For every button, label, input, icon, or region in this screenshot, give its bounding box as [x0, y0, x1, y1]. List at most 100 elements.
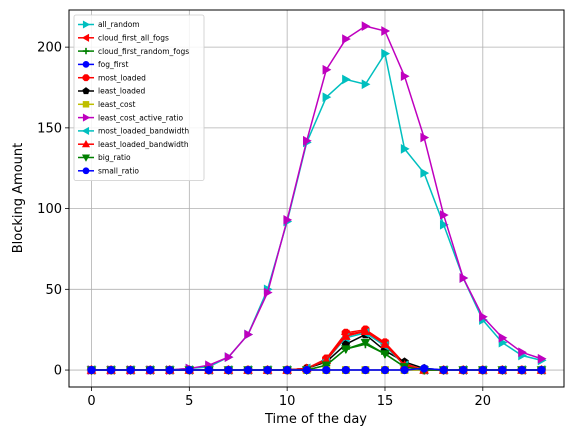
legend-entry-fog-first: fog_first [78, 60, 128, 69]
data-point-small-ratio [478, 365, 487, 375]
data-point-least-cost-active-ratio [381, 26, 391, 36]
legend-swatch-marker [82, 20, 91, 29]
data-point-least-cost-active-ratio [342, 34, 351, 44]
legend-entry-big-ratio: big_ratio [78, 153, 131, 162]
data-point-big-ratio [321, 361, 332, 371]
data-point-small-ratio [361, 365, 370, 375]
data-point-small-ratio [341, 365, 350, 375]
legend-label: all_random [98, 20, 140, 29]
legend-label: small_ratio [98, 167, 139, 176]
data-point-least-cost-active-ratio [361, 21, 371, 31]
legend-label: fog_first [98, 60, 128, 69]
data-point-all-random [400, 144, 410, 154]
data-point-small-ratio [322, 365, 331, 375]
legend-entry-all-random: all_random [78, 20, 140, 29]
legend-entry-least-cost-active-ratio: least_cost_active_ratio [78, 113, 183, 122]
data-point-least-cost-active-ratio [224, 352, 234, 362]
legend-entry-least-loaded: least_loaded [78, 87, 146, 96]
x-tick-label: 0 [87, 394, 95, 409]
data-point-small-ratio [165, 365, 174, 375]
legend-swatch-marker [82, 113, 91, 122]
legend-swatch-marker [82, 47, 90, 55]
legend-entry-cloud-first-random-fogs: cloud_first_random_fogs [78, 47, 189, 56]
data-point-small-ratio [263, 365, 272, 375]
legend-swatch-marker [82, 87, 90, 95]
y-tick-label: 100 [37, 202, 62, 217]
data-point-least-cost-active-ratio [459, 273, 469, 283]
data-point-least-loaded-bandwidth [380, 339, 390, 348]
legend-entry-most-loaded: most_loaded [78, 73, 146, 82]
legend-swatch-marker [81, 139, 91, 148]
legend-swatch-marker [81, 154, 91, 162]
data-point-least-cost-active-ratio [244, 329, 254, 340]
data-point-small-ratio [106, 365, 116, 375]
data-point-small-ratio [439, 365, 448, 375]
data-point-least-cost-active-ratio [518, 347, 527, 358]
plot-frame [68, 9, 565, 388]
x-axis-label: Time of the day [264, 412, 367, 427]
legend-swatch-marker [82, 61, 90, 68]
y-tick-label: 50 [45, 283, 62, 298]
data-point-all-random [420, 168, 430, 178]
series-layer [86, 21, 547, 376]
data-point-all-random [322, 92, 332, 103]
legend: all_random cloud_first_all_fogs cloud_firs… [73, 14, 205, 182]
data-point-small-ratio [420, 364, 429, 373]
legend-swatch-marker [82, 167, 90, 175]
data-point-least-cost-active-ratio [439, 210, 449, 220]
data-point-least-cost-active-ratio [420, 132, 430, 143]
y-tick-label: 150 [37, 121, 62, 136]
legend-swatch-marker [81, 126, 90, 135]
legend-entry-cloud-first-all-fogs: cloud_first_all_fogs [78, 34, 169, 43]
y-tick-label: 200 [37, 41, 62, 56]
legend-entry-most-loaded-bandwidth: most_loaded_bandwidth [78, 127, 189, 136]
data-point-small-ratio [459, 365, 468, 375]
data-point-least-cost-active-ratio [400, 71, 410, 82]
data-point-small-ratio [243, 365, 253, 375]
legend-swatch-marker [82, 74, 90, 82]
data-point-least-cost-active-ratio [322, 64, 332, 75]
data-point-small-ratio [517, 365, 527, 375]
data-point-small-ratio [400, 365, 409, 375]
legend-label: least_loaded [98, 87, 146, 96]
legend-label: most_loaded [98, 73, 146, 82]
legend-label: big_ratio [98, 153, 131, 162]
x-tick-label: 5 [185, 394, 193, 409]
legend-box [73, 14, 205, 182]
data-point-all-random [342, 74, 351, 85]
series-small-ratio [87, 364, 546, 375]
data-point-least-cost-active-ratio [283, 215, 293, 225]
legend-swatch-marker [82, 101, 90, 108]
y-axis-label: Blocking Amount [11, 143, 26, 253]
data-point-small-ratio [537, 365, 546, 375]
x-tick-label: 15 [377, 394, 394, 409]
data-point-small-ratio [146, 365, 155, 375]
legend-label: least_cost_active_ratio [98, 113, 183, 122]
data-point-small-ratio [302, 365, 311, 375]
data-point-big-ratio [380, 350, 390, 359]
data-point-small-ratio [380, 365, 390, 375]
data-point-all-random [361, 79, 371, 90]
data-point-least-loaded-bandwidth [360, 326, 371, 335]
data-point-least-cost-active-ratio [303, 135, 312, 146]
data-point-small-ratio [498, 365, 507, 375]
data-point-small-ratio [224, 365, 233, 375]
x-tick-label: 20 [475, 394, 492, 409]
legend-label: least_cost [98, 100, 136, 109]
legend-label: most_loaded_bandwidth [98, 127, 189, 136]
legend-entry-small-ratio: small_ratio [78, 167, 139, 176]
data-point-least-cost-active-ratio [498, 332, 508, 343]
legend-entry-least-cost: least_cost [78, 100, 136, 109]
data-point-least-cost-active-ratio [479, 311, 488, 322]
data-point-least-cost-active-ratio [537, 353, 547, 364]
y-tick-label: 0 [54, 364, 62, 379]
data-point-least-cost-active-ratio [263, 287, 273, 298]
data-point-small-ratio [283, 365, 292, 375]
data-point-big-ratio [340, 345, 351, 355]
data-point-big-ratio [360, 338, 371, 348]
x-tick-label: 10 [279, 394, 296, 409]
data-point-small-ratio [87, 365, 96, 375]
data-point-small-ratio [126, 365, 135, 375]
